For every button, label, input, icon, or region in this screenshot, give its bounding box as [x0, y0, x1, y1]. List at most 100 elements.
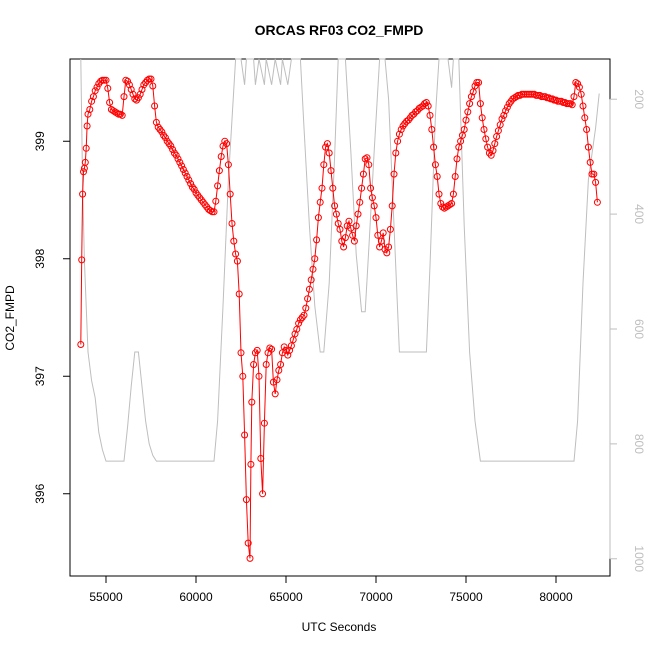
co2-point — [377, 237, 385, 245]
co2-point — [78, 256, 86, 264]
co2-point — [260, 419, 268, 427]
co2-point — [444, 202, 452, 210]
co2-point — [593, 198, 601, 206]
co2-point — [190, 185, 198, 193]
co2-point — [174, 155, 182, 163]
co2-point — [485, 149, 493, 157]
co2-point — [266, 344, 274, 352]
co2-point — [226, 190, 234, 198]
co2-point — [325, 149, 333, 157]
co2-point — [81, 158, 89, 166]
co2-point — [91, 87, 99, 95]
co2-point — [505, 100, 513, 108]
co2-point — [259, 490, 267, 498]
co2-point — [421, 100, 429, 108]
co2-point — [385, 243, 393, 251]
co2-point — [478, 114, 486, 122]
co2-point — [304, 295, 312, 303]
co2-point — [140, 81, 148, 89]
co2-point — [242, 496, 250, 504]
co2-point — [390, 170, 398, 178]
co2-point — [138, 86, 146, 93]
co2-point — [253, 346, 261, 354]
y2-axis: 200 400 600 800 1000 — [609, 89, 646, 572]
co2-point — [401, 120, 409, 128]
co2-point — [210, 208, 218, 216]
co2-point — [233, 257, 241, 265]
co2-point — [370, 202, 378, 210]
co2-point — [332, 210, 340, 218]
co2-point — [230, 237, 238, 245]
y2-tick-label: 200 — [632, 89, 646, 109]
co2-point — [152, 118, 160, 126]
co2-point — [410, 110, 418, 118]
co2-point — [340, 243, 348, 251]
co2-point — [239, 372, 247, 380]
co2-point — [280, 343, 288, 351]
co2-point — [446, 201, 454, 209]
co2-point — [247, 460, 255, 468]
co2-point — [586, 158, 594, 166]
co2-point — [228, 220, 236, 227]
x-tick-label: 75000 — [449, 590, 483, 604]
co2-point — [327, 167, 335, 175]
co2-point — [284, 351, 292, 359]
co2-point — [196, 194, 204, 202]
co2-point — [248, 398, 256, 406]
co2-point — [475, 79, 483, 86]
co2-point — [426, 111, 434, 119]
co2-point — [79, 190, 87, 198]
co2-point — [237, 349, 245, 357]
co2-point — [149, 82, 157, 90]
co2-point — [244, 539, 252, 547]
co2-point — [142, 79, 150, 86]
co2-point — [462, 116, 470, 124]
co2-point — [361, 155, 369, 163]
co2-point — [467, 93, 475, 101]
y-axis: 396 397 398 399 — [33, 131, 71, 504]
co2-point — [341, 234, 349, 242]
co2-point — [359, 170, 367, 178]
co2-point — [453, 155, 461, 163]
co2-point — [264, 349, 272, 357]
co2-point — [282, 346, 290, 354]
co2-point — [169, 146, 177, 153]
co2-point — [286, 346, 294, 354]
co2-point — [368, 194, 376, 202]
co2-point — [181, 169, 189, 177]
co2-point — [329, 184, 337, 192]
y-tick-label: 399 — [33, 131, 47, 151]
co2-point — [489, 147, 497, 155]
co2-point — [147, 75, 155, 83]
co2-point — [435, 190, 443, 198]
co2-point — [151, 102, 159, 110]
co2-point — [295, 319, 303, 327]
co2-point — [134, 94, 142, 102]
co2-point — [136, 90, 144, 98]
co2-point — [572, 79, 580, 86]
co2-point — [107, 106, 115, 113]
y2-tick-label: 400 — [632, 204, 646, 224]
co2-point — [350, 237, 358, 245]
co2-point — [356, 198, 364, 206]
co2-point — [331, 202, 339, 210]
co2-point — [584, 143, 592, 151]
co2-point — [313, 236, 321, 244]
co2-point — [397, 126, 405, 133]
co2-point — [307, 276, 315, 284]
co2-point — [223, 140, 231, 148]
x-tick-label: 65000 — [269, 590, 303, 604]
co2-point — [509, 95, 517, 103]
co2-point — [201, 201, 209, 209]
co2-point — [170, 149, 178, 157]
co2-point — [583, 126, 591, 133]
co2-point — [131, 95, 139, 103]
co2-point — [503, 103, 511, 111]
co2-point — [442, 203, 450, 211]
co2-point — [581, 114, 589, 122]
co2-point — [590, 170, 598, 178]
co2-point — [460, 126, 468, 133]
co2-point — [102, 76, 110, 84]
co2-point — [448, 200, 456, 207]
co2-point — [412, 108, 420, 116]
